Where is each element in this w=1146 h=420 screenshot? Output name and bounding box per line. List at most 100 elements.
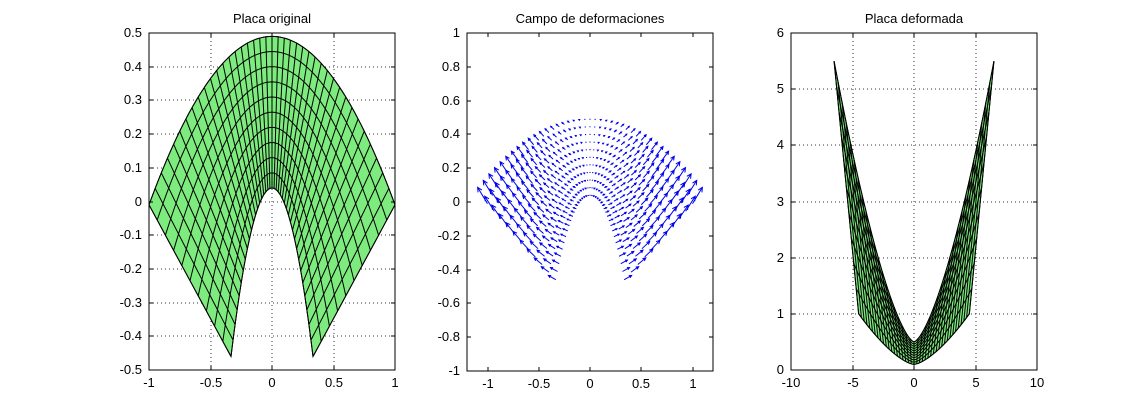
quiver-arrow <box>542 182 550 189</box>
quiver-arrow <box>539 161 546 168</box>
quiver-arrow <box>578 126 582 129</box>
mesh-line-u <box>938 257 951 350</box>
quiver-arrow <box>634 161 641 168</box>
quiver-arrow <box>552 231 560 236</box>
quiver-arrow <box>630 265 640 273</box>
quiver-arrow <box>623 274 633 281</box>
quiver-arrow <box>633 220 642 227</box>
quiver-arrow <box>651 141 659 150</box>
quiver-arrow <box>564 172 569 176</box>
quiver-arrow <box>608 152 612 156</box>
quiver-arrow <box>530 157 538 166</box>
quiver-dot <box>584 126 586 128</box>
quiver-arrow <box>561 228 568 232</box>
y-tick-label: 0.2 <box>124 126 142 141</box>
quiver-arrow <box>580 180 584 183</box>
mesh-line-u <box>283 51 310 204</box>
y-tick-label: -0.2 <box>120 261 142 276</box>
quiver-arrow <box>515 172 524 183</box>
quiver-arrow <box>596 180 600 183</box>
y-tick-label: 0.5 <box>124 25 142 40</box>
mesh-line-u <box>304 144 371 297</box>
mesh-line-u <box>234 51 261 204</box>
quiver-arrow <box>651 216 661 226</box>
quiver-arrow <box>547 222 555 228</box>
quiver-arrow <box>539 186 546 194</box>
quiver-arrow <box>561 121 565 125</box>
quiver-arrow <box>549 125 555 130</box>
quiver-arrow <box>617 245 625 250</box>
quiver-arrow <box>555 245 563 250</box>
mesh-line-u <box>185 118 244 271</box>
quiver-dot <box>591 194 593 197</box>
quiver-arrow <box>567 180 572 184</box>
quiver-arrow <box>595 164 599 167</box>
quiver-arrow <box>632 138 639 145</box>
quiver-arrow <box>566 120 570 123</box>
quiver-arrow <box>574 193 578 196</box>
quiver-arrow <box>634 186 641 194</box>
quiver-arrow <box>569 188 574 191</box>
quiver-arrow <box>541 235 550 242</box>
quiver-arrow <box>510 150 519 161</box>
quiver-arrow <box>535 226 544 234</box>
quiver-arrow <box>564 206 570 210</box>
quiver-arrow <box>611 137 616 141</box>
y-tick-label: 0 <box>453 194 460 209</box>
quiver-dot <box>589 179 591 181</box>
quiver-arrow <box>541 214 550 221</box>
mesh-line-u <box>916 338 919 364</box>
quiver-arrow <box>692 186 703 204</box>
quiver-arrow <box>576 191 580 194</box>
quiver-dot <box>593 141 595 143</box>
quiver-arrow <box>577 157 581 161</box>
quiver-arrow <box>547 166 553 172</box>
quiver-arrow <box>630 157 637 164</box>
mesh-line-u <box>197 96 248 249</box>
quiver-arrow <box>613 198 619 202</box>
quiver-arrow <box>493 166 504 181</box>
quiver-arrow <box>574 203 579 207</box>
mesh-line-u <box>160 172 236 325</box>
quiver-arrow <box>554 182 560 187</box>
quiver-arrow <box>527 137 535 146</box>
quiver-arrow <box>673 196 684 211</box>
quiver-arrow <box>645 137 653 146</box>
quiver-arrow <box>610 162 615 166</box>
quiver-arrow <box>642 145 649 153</box>
quiver-arrow <box>546 177 553 184</box>
mesh-line-u <box>154 188 234 341</box>
quiver-arrow <box>569 135 573 139</box>
quiver-arrow <box>520 166 529 177</box>
quiver-arrow <box>614 175 619 179</box>
y-tick-label: -0.5 <box>120 362 142 377</box>
mesh-line-u <box>960 121 983 325</box>
quiver-arrow <box>563 194 569 198</box>
quiver-arrow <box>516 145 524 156</box>
y-tick-label: 0.1 <box>124 160 142 175</box>
quiver-arrow <box>647 175 655 184</box>
quiver-arrow <box>526 224 536 234</box>
quiver-dot <box>593 149 595 151</box>
quiver-dot <box>585 156 588 159</box>
quiver-arrow <box>626 190 633 196</box>
quiver-arrow <box>619 194 626 199</box>
y-tick-label: 0 <box>777 362 784 377</box>
quiver-arrow <box>552 211 560 217</box>
quiver-arrow <box>647 162 655 171</box>
quiver-arrow <box>482 179 494 196</box>
quiver-arrow <box>538 130 545 137</box>
mesh-line-u <box>885 283 896 354</box>
quiver-arrow <box>534 165 542 173</box>
quiver-arrow <box>491 204 502 220</box>
quiver-arrow <box>608 191 614 194</box>
quiver-arrow <box>572 207 577 210</box>
quiver-arrow <box>671 212 682 227</box>
quiver-arrow <box>628 258 638 265</box>
quiver-arrow <box>664 221 675 235</box>
quiver-arrow <box>617 190 623 194</box>
quiver-arrow <box>545 208 553 215</box>
quiver-arrow <box>615 239 623 244</box>
mesh-line-u <box>306 157 378 310</box>
quiver-arrow <box>606 214 612 217</box>
